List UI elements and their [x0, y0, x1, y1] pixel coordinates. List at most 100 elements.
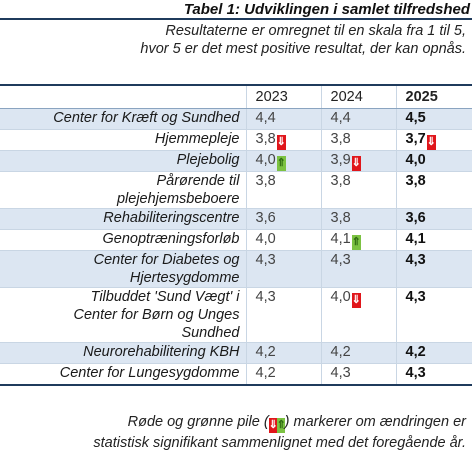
satisfaction-table: 2023 2024 2025 Center for Kræft og Sundh… [0, 84, 472, 386]
row-label-line: Hjertesygdomme [129, 270, 240, 286]
arrow-down-icon: ⇓ [426, 135, 436, 150]
row-label: Plejebolig [0, 150, 246, 172]
value-text: 4,1 [405, 231, 426, 247]
subtitle-line-2: hvor 5 er det mest positive resultat, de… [140, 41, 466, 57]
value-text: 4,0 [255, 231, 276, 247]
value-cell-2025: 4,0 [395, 150, 472, 172]
footnote-text-end: ) markerer om ændringen er [284, 414, 466, 430]
row-label-line: Neurorehabilitering KBH [83, 344, 240, 360]
value-cell-2023: 4,2 [245, 363, 321, 386]
header-row: 2023 2024 2025 [0, 84, 472, 109]
table-row: Pårørende til plejehjemsbeboere 3,8 3,8 3,8 [0, 171, 472, 209]
row-label-line: Sundhed [181, 325, 240, 341]
row-label: Center for Diabetes og Hjertesygdomme [0, 250, 246, 288]
arrow-up-icon: ⇑ [276, 418, 286, 433]
value-cell-2024: 4,3 [320, 250, 396, 288]
row-label-line: Center for Børn og Unges [73, 307, 240, 323]
row-label-line: Pårørende til [156, 173, 240, 189]
row-label: Tilbuddet 'Sund Vægt' i Center for Børn o… [0, 287, 246, 343]
arrow-down-icon: ⇓ [351, 293, 361, 308]
row-label: Rehabiliteringscentre [0, 208, 246, 230]
subtitle-line-1: Resultaterne er omregnet til en skala fr… [165, 23, 466, 39]
arrow-up-icon: ⇑ [351, 235, 361, 250]
value-cell-2025: 4,1 [395, 229, 472, 251]
value-text: 4,0 [255, 152, 276, 168]
value-text: 3,6 [405, 210, 426, 226]
row-label: Genoptræningsforløb [0, 229, 246, 251]
value-text: 4,0 [405, 152, 426, 168]
year-header-2025: 2025 [395, 84, 472, 109]
value-text: 4,2 [255, 344, 276, 360]
value-cell-2023: 4,3 [245, 287, 321, 343]
value-text: 4,2 [405, 344, 426, 360]
value-text: 4,2 [330, 344, 351, 360]
value-text: 4,3 [255, 289, 276, 305]
row-label: Pårørende til plejehjemsbeboere [0, 171, 246, 209]
value-cell-2023: 4,3 [245, 250, 321, 288]
value-cell-2024: 3,8 [320, 171, 396, 209]
value-text: 4,3 [405, 289, 426, 305]
header-label-cell [0, 84, 246, 109]
title-divider [0, 18, 472, 20]
arrow-down-icon: ⇓ [351, 156, 361, 171]
value-cell-2025: 3,6 [395, 208, 472, 230]
value-cell-2023: 4,2 [245, 342, 321, 364]
value-text: 4,4 [330, 110, 351, 126]
table-row: Genoptræningsforløb 4,0 4,1⇑ 4,1 [0, 229, 472, 251]
row-label-line: Tilbuddet 'Sund Vægt' i [90, 289, 240, 305]
row-label: Center for Kræft og Sundhed [0, 108, 246, 130]
value-text: 3,6 [255, 210, 276, 226]
arrow-down-icon: ⇓ [268, 418, 278, 433]
row-label-line: Hjemmepleje [154, 131, 240, 147]
value-text: 4,2 [255, 365, 276, 381]
value-cell-2025: 4,3 [395, 363, 472, 386]
row-label-line: Center for Lungesygdomme [59, 365, 240, 381]
footnote: Røde og grønne pile (⇓⇑) markerer om ænd… [6, 412, 466, 453]
table-row: Rehabiliteringscentre 3,6 3,8 3,6 [0, 208, 472, 230]
value-cell-2023: 4,0⇑ [245, 150, 321, 172]
value-cell-2025: 4,3 [395, 287, 472, 343]
value-cell-2025: 4,2 [395, 342, 472, 364]
value-text: 4,0 [330, 289, 351, 305]
table-body: Center for Kræft og Sundhed 4,4 4,4 4,5 Hjem… [0, 108, 472, 386]
table-row: Center for Lungesygdomme 4,2 4,3 4,3 [0, 363, 472, 386]
table-title: Tabel 1: Udviklingen i samlet tilfredshe… [183, 1, 470, 18]
value-cell-2024: 4,0⇓ [320, 287, 396, 343]
value-text: 3,9 [330, 152, 351, 168]
table-subtitle: Resultaterne er omregnet til en skala fr… [26, 22, 466, 58]
table-row: Center for Kræft og Sundhed 4,4 4,4 4,5 [0, 108, 472, 130]
value-text: 3,8 [255, 173, 276, 189]
value-cell-2024: 4,4 [320, 108, 396, 130]
year-header-2023: 2023 [245, 84, 321, 109]
value-cell-2023: 3,6 [245, 208, 321, 230]
value-text: 4,1 [330, 231, 351, 247]
table-row: Hjemmepleje 3,8⇓ 3,8 3,7⇓ [0, 129, 472, 151]
arrow-down-icon: ⇓ [276, 135, 286, 150]
value-cell-2023: 3,8⇓ [245, 129, 321, 151]
value-text: 4,5 [405, 110, 426, 126]
table-row: Tilbuddet 'Sund Vægt' i Center for Børn o… [0, 287, 472, 343]
value-cell-2023: 4,0 [245, 229, 321, 251]
year-header-2024: 2024 [320, 84, 396, 109]
value-cell-2024: 4,2 [320, 342, 396, 364]
value-text: 4,3 [330, 252, 351, 268]
table-row: Neurorehabilitering KBH 4,2 4,2 4,2 [0, 342, 472, 364]
table-row: Center for Diabetes og Hjertesygdomme 4,3 4… [0, 250, 472, 288]
row-label-line: Rehabiliteringscentre [103, 210, 240, 226]
table-row: Plejebolig 4,0⇑ 3,9⇓ 4,0 [0, 150, 472, 172]
value-text: 4,3 [255, 252, 276, 268]
footnote-line-1: Røde og grønne pile (⇓⇑) markerer om ænd… [6, 412, 466, 433]
value-text: 4,3 [330, 365, 351, 381]
row-label: Neurorehabilitering KBH [0, 342, 246, 364]
value-text: 3,8 [330, 131, 351, 147]
value-cell-2024: 3,9⇓ [320, 150, 396, 172]
value-cell-2025: 3,8 [395, 171, 472, 209]
value-text: 4,3 [405, 252, 426, 268]
value-text: 3,8 [255, 131, 276, 147]
value-cell-2023: 4,4 [245, 108, 321, 130]
value-text: 3,7 [405, 131, 426, 147]
row-label-line: plejehjemsbeboere [116, 191, 240, 207]
row-label: Hjemmepleje [0, 129, 246, 151]
value-text: 4,3 [405, 365, 426, 381]
value-text: 3,8 [330, 210, 351, 226]
